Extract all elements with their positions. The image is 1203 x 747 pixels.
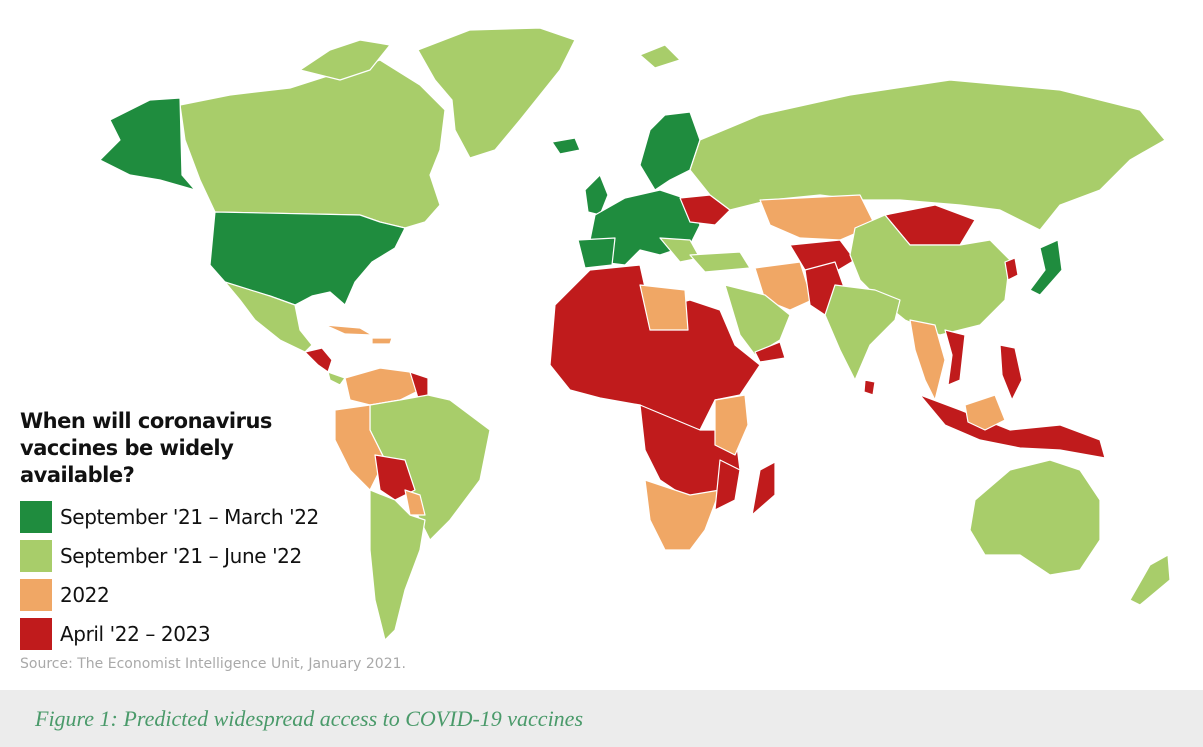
region-bolivia [374,454,416,501]
legend-label: September '21 – June '22 [60,543,302,568]
region-canada [179,59,446,229]
region-mexico [224,281,313,353]
legend-title-line1: When will coronavirus [20,409,272,433]
region-philippines [999,344,1023,401]
region-madagascar [751,461,776,516]
region-colombia-venezuela [344,367,421,406]
region-east-africa [714,394,749,456]
region-iberia [577,237,616,269]
legend-item: September '21 – June '22 [20,536,350,575]
region-ukraine-belarus [679,194,731,226]
legend-label: April '22 – 2023 [60,621,211,646]
region-southern-africa [644,479,721,551]
region-scandinavia [639,111,701,191]
region-russia [689,79,1166,231]
legend-item: 2022 [20,575,350,614]
region-vietnam [944,329,966,386]
region-arctic-islands [299,39,391,81]
caption-bar: Figure 1: Predicted widespread access to… [0,690,1203,747]
region-mozambique [714,459,741,511]
region-panama [327,371,346,386]
region-sri-lanka [863,379,876,396]
legend-swatch [20,578,52,611]
figure-caption: Figure 1: Predicted widespread access to… [35,706,584,731]
region-borneo [964,394,1006,431]
legend: When will coronavirus vaccines be widely… [20,408,350,653]
region-greenland [417,27,576,159]
legend-label: September '21 – March '22 [60,504,319,529]
legend-item: September '21 – March '22 [20,497,350,536]
region-korea [1004,257,1019,281]
region-indonesia [919,394,1106,459]
region-alaska [99,97,196,191]
region-turkey [689,251,751,273]
region-chile-argentina [369,489,426,641]
region-yemen [754,341,786,363]
region-cuba [324,324,373,336]
region-hispaniola [371,337,393,345]
region-new-zealand [1129,554,1171,606]
region-india [824,284,901,381]
source-note: Source: The Economist Intelligence Unit,… [20,656,406,672]
region-japan [1029,239,1063,296]
region-iceland [551,137,581,155]
legend-label: 2022 [60,582,110,607]
region-libya [639,284,689,331]
region-arabia [724,284,791,356]
legend-item: April '22 – 2023 [20,614,350,653]
region-afghanistan-area [789,239,856,276]
legend-swatch [20,617,52,650]
world-map [99,27,1171,641]
region-central-america-late [304,347,333,373]
region-australia [969,459,1101,576]
legend-swatch [20,500,52,533]
region-uk [584,174,609,216]
region-paraguay [404,489,426,516]
legend-title-line2: vaccines be widely available? [20,436,234,487]
region-svalbard [639,44,681,69]
legend-swatch [20,539,52,572]
legend-title: When will coronavirus vaccines be widely… [20,408,350,489]
